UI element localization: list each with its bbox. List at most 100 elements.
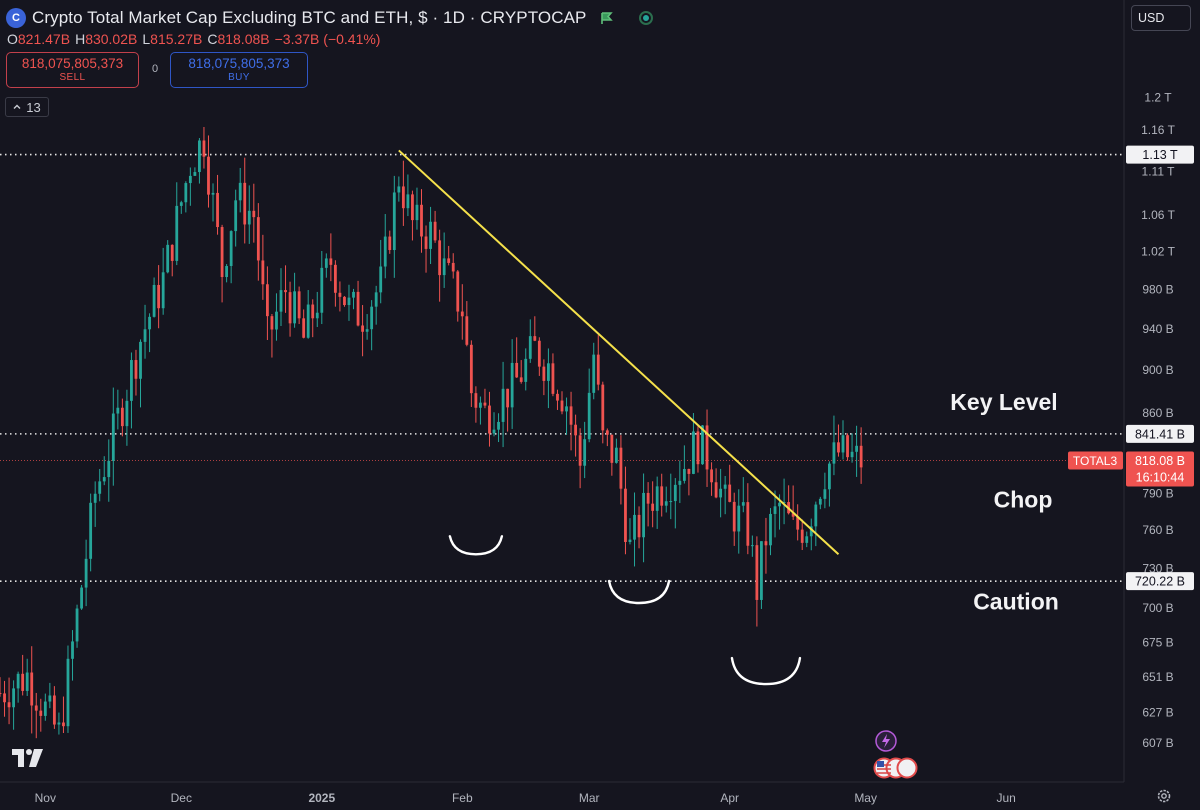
candle [193,167,197,176]
x-tick-label: 2025 [308,791,335,805]
drawn-curve-0 [448,535,504,556]
candle [315,291,319,328]
candle-body [66,658,70,727]
candle-body [229,231,233,267]
annotation-label: Key Level [950,389,1057,415]
market-status-icon[interactable] [639,11,654,25]
candle [442,232,446,288]
candle-body [479,402,482,408]
candle-body [619,447,623,489]
candle-body [465,316,469,345]
candle [411,190,414,241]
candle [234,189,238,247]
candle-body [411,194,414,221]
candle [57,712,61,735]
candle-body [202,140,206,157]
events-icons[interactable] [872,730,922,782]
sell-button[interactable]: 818,075,805,373 SELL [6,52,139,88]
candle [610,434,614,476]
open-value: 821.47B [17,31,71,47]
candle [841,420,845,460]
candle-body [7,702,11,708]
candle [424,225,428,273]
candle [637,506,641,549]
candle [16,671,20,703]
candle-body [256,217,260,261]
candle-body [682,468,686,481]
candle [710,462,713,496]
candle-body [696,431,700,465]
candle [723,476,727,515]
candle-body [302,318,306,338]
candle [728,464,732,503]
price-axis[interactable]: 1.2 T 1.16 T 1.11 T 1.06 T 1.02 T 980 B 940 B 9… [1068,91,1194,750]
gear-icon[interactable] [1156,788,1172,804]
candle-body [261,260,265,285]
flag-icon[interactable] [600,11,614,25]
candle-body [265,284,269,317]
candle-body [515,362,519,378]
currency-select[interactable]: USD [1131,5,1191,31]
y-tick-label: 940 B [1142,322,1173,336]
candle [701,425,704,465]
candle [247,185,251,244]
candle [3,680,6,717]
candle-body [551,363,555,394]
candle-body [442,258,446,276]
candle-body [415,204,419,221]
candle-body [646,492,650,504]
candle-body [12,688,16,708]
candle [506,388,510,432]
candle [633,492,636,567]
y-tick-label: 651 B [1142,670,1173,684]
candle [352,288,355,310]
candle-body [741,502,745,506]
candle [533,316,537,342]
candle-body [565,406,568,412]
candle-body [592,354,596,393]
candle [0,677,2,697]
candle [120,398,124,437]
candle [420,189,423,253]
candle-body [519,377,523,382]
drawings [398,149,840,686]
indicators-toggle[interactable]: 13 [5,97,49,117]
candle [297,286,301,325]
candle-body [39,710,43,716]
candle-body [488,405,491,434]
candle-body [0,692,2,694]
candle [773,490,777,538]
candle [7,677,11,725]
annotation-label: Chop [994,487,1053,513]
candle-body [451,262,455,272]
candle-body [211,192,215,195]
candle-body [397,186,401,193]
candle [111,387,115,486]
time-axis[interactable]: Nov Dec 2025 Feb Mar Apr May Jun [35,791,1016,805]
candle [207,135,210,208]
buy-button[interactable]: 818,075,805,373 BUY [170,52,308,88]
candle [71,630,74,681]
candle [746,483,750,555]
annotation-label: Caution [973,588,1059,614]
candle [755,536,759,627]
candle [333,260,337,307]
candle-body [161,272,165,309]
candle-body [429,221,432,249]
candle-body [374,292,378,307]
candle-body [279,290,283,312]
candle-body [859,445,863,468]
symbol-title[interactable]: Crypto Total Market Cap Excluding BTC an… [32,8,587,27]
candle [202,126,206,169]
candle [642,473,645,563]
candle-body [216,192,219,228]
ohlc-legend: O821.47B H830.02B L815.27B C818.08B −3.3… [7,31,381,47]
candle-body [365,329,369,332]
candle-body [16,673,20,689]
candle-body [157,284,161,309]
y-tick-label: 675 B [1142,636,1173,650]
candle-body [220,227,224,278]
candle-body [850,451,854,458]
candle [800,519,804,551]
